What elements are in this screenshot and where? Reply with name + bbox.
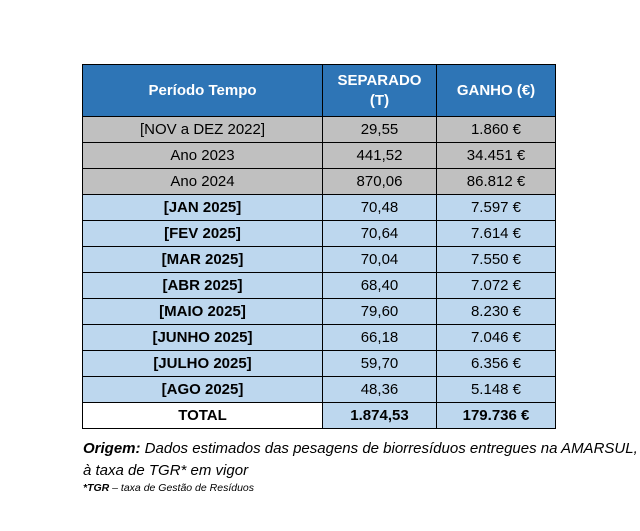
- header-period: Período Tempo: [82, 64, 323, 117]
- cell-period: [AGO 2025]: [82, 376, 323, 403]
- cell-period: [FEV 2025]: [82, 220, 323, 247]
- table-row: [MAR 2025] 70,04 7.550 €: [82, 246, 556, 273]
- cell-separado: 66,18: [322, 324, 437, 351]
- cell-period: [MAR 2025]: [82, 246, 323, 273]
- table-row: [FEV 2025] 70,64 7.614 €: [82, 220, 556, 247]
- cell-period: [JUNHO 2025]: [82, 324, 323, 351]
- table-row: [JULHO 2025] 59,70 6.356 €: [82, 350, 556, 377]
- footnote: *TGR – taxa de Gestão de Resíduos: [83, 482, 254, 494]
- cell-ganho: 34.451 €: [436, 142, 556, 169]
- cell-ganho: 8.230 €: [436, 298, 556, 325]
- header-separado-line1: SEPARADO: [337, 71, 422, 89]
- cell-ganho: 7.550 €: [436, 246, 556, 273]
- cell-separado: 79,60: [322, 298, 437, 325]
- source-note-text: Dados estimados das pesagens de biorresí…: [83, 440, 638, 479]
- cell-period: [MAIO 2025]: [82, 298, 323, 325]
- cell-separado: 70,64: [322, 220, 437, 247]
- header-ganho: GANHO (€): [436, 64, 556, 117]
- table-row: Ano 2024 870,06 86.812 €: [82, 168, 556, 195]
- table-row: [JUNHO 2025] 66,18 7.046 €: [82, 324, 556, 351]
- total-ganho: 179.736 €: [436, 402, 556, 429]
- cell-separado: 59,70: [322, 350, 437, 377]
- cell-ganho: 5.148 €: [436, 376, 556, 403]
- table-row: [MAIO 2025] 79,60 8.230 €: [82, 298, 556, 325]
- total-label: TOTAL: [82, 402, 323, 429]
- cell-ganho: 7.597 €: [436, 194, 556, 221]
- header-row: Período Tempo SEPARADO (T) GANHO (€): [82, 64, 556, 117]
- header-separado: SEPARADO (T): [322, 64, 437, 117]
- cell-ganho: 6.356 €: [436, 350, 556, 377]
- cell-ganho: 1.860 €: [436, 116, 556, 143]
- cell-period: [JULHO 2025]: [82, 350, 323, 377]
- cell-ganho: 7.072 €: [436, 272, 556, 299]
- total-separado: 1.874,53: [322, 402, 437, 429]
- cell-ganho: 7.046 €: [436, 324, 556, 351]
- table-row: [JAN 2025] 70,48 7.597 €: [82, 194, 556, 221]
- footnote-label: *TGR: [83, 482, 110, 494]
- source-note-label: Origem:: [83, 440, 141, 457]
- total-row: TOTAL 1.874,53 179.736 €: [82, 402, 556, 429]
- footnote-text: – taxa de Gestão de Resíduos: [109, 482, 255, 494]
- data-table: Período Tempo SEPARADO (T) GANHO (€) [NO…: [82, 64, 556, 429]
- cell-period: [ABR 2025]: [82, 272, 323, 299]
- source-note: Origem: Dados estimados das pesagens de …: [83, 438, 640, 482]
- cell-period: Ano 2023: [82, 142, 323, 169]
- table-row: [NOV a DEZ 2022] 29,55 1.860 €: [82, 116, 556, 143]
- cell-period: Ano 2024: [82, 168, 323, 195]
- cell-period: [JAN 2025]: [82, 194, 323, 221]
- cell-separado: 70,48: [322, 194, 437, 221]
- table-row: [ABR 2025] 68,40 7.072 €: [82, 272, 556, 299]
- cell-separado: 70,04: [322, 246, 437, 273]
- cell-separado: 48,36: [322, 376, 437, 403]
- table-row: [AGO 2025] 48,36 5.148 €: [82, 376, 556, 403]
- cell-separado: 870,06: [322, 168, 437, 195]
- cell-separado: 441,52: [322, 142, 437, 169]
- header-separado-line2: (T): [369, 91, 390, 109]
- cell-period: [NOV a DEZ 2022]: [82, 116, 323, 143]
- cell-separado: 68,40: [322, 272, 437, 299]
- cell-ganho: 86.812 €: [436, 168, 556, 195]
- cell-separado: 29,55: [322, 116, 437, 143]
- table-row: Ano 2023 441,52 34.451 €: [82, 142, 556, 169]
- cell-ganho: 7.614 €: [436, 220, 556, 247]
